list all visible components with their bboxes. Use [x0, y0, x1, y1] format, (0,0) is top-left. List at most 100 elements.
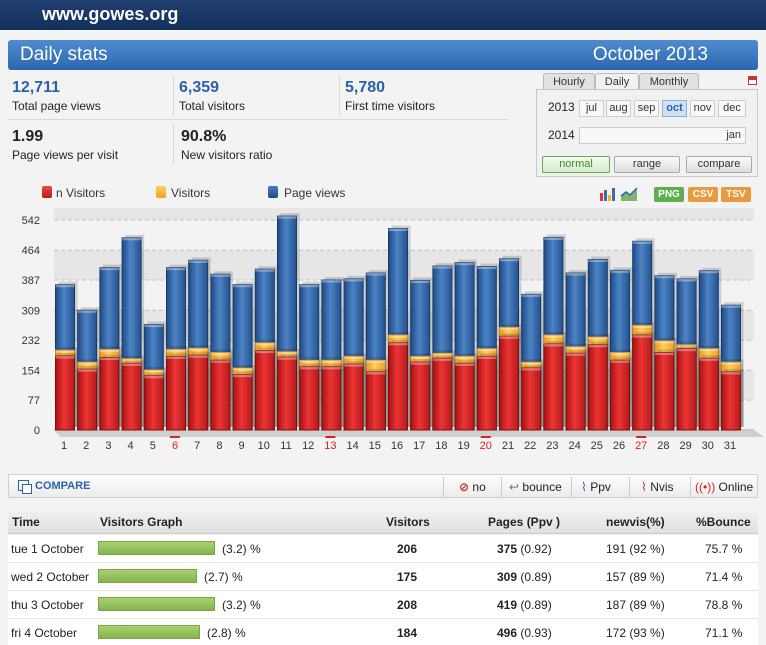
export-tsv-button[interactable]: TSV	[721, 187, 751, 202]
bar-page-views-top	[344, 278, 364, 282]
row-pages-value: 496	[497, 626, 518, 640]
mode-range-button[interactable]: range	[614, 156, 680, 173]
row-time[interactable]: wed 2 October	[11, 570, 90, 584]
x-axis-ticks: 1 2 3 4 5 6 7 8 9 10 11 12 13 14 15 16 17 18 19 20 21 22 23 24 2…	[61, 436, 736, 451]
legend-visitors[interactable]: Visitors	[171, 186, 211, 200]
column-visitors[interactable]: Visitors	[386, 515, 430, 529]
legend-new-visitors[interactable]: n Visitors	[56, 186, 106, 200]
column-time[interactable]: Time	[12, 515, 40, 529]
row-visitors: 175	[397, 570, 418, 584]
bar-new-visitors-top	[654, 352, 674, 356]
compare-link[interactable]: COMPARE	[35, 480, 91, 492]
x-tick-label: 30	[702, 440, 714, 451]
stat-value: 5,780	[345, 79, 386, 96]
table-row[interactable]: thu 3 October (3.2) % 208 419 (0.89) 187 (89…	[8, 591, 758, 619]
stat-total-visitors: 6,359 Total visitors	[179, 79, 245, 113]
row-time[interactable]: fri 4 October	[11, 626, 78, 640]
stat-total-page-views: 12,711 Total page views	[12, 79, 101, 113]
x-tick-label: 29	[679, 440, 691, 451]
table-row[interactable]: tue 1 October (3.2) % 206 375 (0.92) 191 (92…	[8, 535, 758, 563]
export-png-button[interactable]: PNG	[654, 187, 684, 202]
x-tick-label: 22	[524, 440, 536, 451]
row-bounce: 78.8 %	[705, 598, 743, 612]
stat-label: New visitors ratio	[181, 148, 273, 162]
calendar-icon[interactable]	[748, 76, 757, 85]
current-month: October 2013	[592, 44, 708, 65]
y-tick-label: 542	[22, 215, 40, 227]
bar-visitors-top	[255, 342, 275, 346]
site-title[interactable]: www.gowes.org	[42, 4, 179, 24]
legend-swatch-new-visitors	[42, 186, 52, 198]
row-time[interactable]: tue 1 October	[11, 542, 84, 556]
row-share: (2.8) %	[207, 626, 246, 640]
visitors-share-bar	[98, 541, 215, 555]
table-row[interactable]: fri 4 October (2.8) % 184 496 (0.93) 172 (93…	[8, 619, 758, 645]
stat-label: First time visitors	[345, 99, 435, 113]
bar-chart-icon[interactable]	[598, 186, 616, 202]
visitors-share-bar	[98, 569, 197, 583]
column-visitors-graph[interactable]: Visitors Graph	[100, 515, 183, 529]
month-jul[interactable]: jul	[579, 100, 604, 117]
option-label: Nvis	[650, 480, 674, 494]
month-dec[interactable]: dec	[718, 100, 746, 117]
bar-new-visitors	[499, 335, 519, 431]
tab-hourly[interactable]: Hourly	[543, 73, 595, 90]
bar-page-views-top	[99, 267, 119, 271]
bar-new-visitors-top	[366, 371, 386, 375]
bar-page-views-top	[632, 241, 652, 244]
row-pages: 309 (0.89)	[497, 570, 552, 584]
row-ppv: (0.92)	[520, 542, 552, 556]
x-tick-label: 20	[480, 440, 492, 451]
month-sep[interactable]: sep	[634, 100, 659, 117]
bounce-icon: ↩	[509, 480, 520, 494]
bar-page-views-top	[366, 273, 386, 276]
bar-new-visitors-top	[632, 335, 652, 338]
tab-monthly[interactable]: Monthly	[639, 73, 699, 90]
no-icon: ⊘	[459, 480, 470, 494]
compare-option-bounce[interactable]: ↩ bounce	[509, 480, 562, 494]
option-label: Online	[718, 480, 754, 494]
x-tick-label: 7	[194, 440, 200, 451]
stat-value: 12,711	[12, 79, 61, 96]
month-aug[interactable]: aug	[606, 100, 631, 117]
mode-compare-button[interactable]: compare	[686, 156, 752, 173]
month-jan[interactable]: jan	[579, 127, 746, 144]
row-time[interactable]: thu 3 October	[11, 598, 84, 612]
column-pages[interactable]: Pages (Ppv )	[488, 515, 561, 529]
bar-new-visitors-top	[410, 362, 430, 365]
column-newvis[interactable]: newvis(%)	[606, 515, 665, 529]
month-nov[interactable]: nov	[690, 100, 715, 117]
divider	[443, 477, 444, 497]
chart-floor	[54, 430, 764, 437]
compare-option-online[interactable]: ((•)) Online	[695, 480, 753, 494]
y-tick-label: 0	[34, 425, 40, 437]
compare-option-no[interactable]: ⊘ no	[459, 480, 486, 494]
bar-visitors-top	[366, 360, 386, 363]
row-pages: 419 (0.89)	[497, 598, 552, 612]
compare-option-ppv[interactable]: ⌇ Ppv	[581, 480, 611, 494]
legend-page-views[interactable]: Page views	[284, 186, 346, 200]
row-visitors: 206	[397, 542, 418, 556]
bar-new-visitors-top	[344, 364, 364, 367]
bar-visitors-top	[721, 362, 741, 365]
bar-new-visitors-top	[210, 360, 230, 363]
column-bounce[interactable]: %Bounce	[696, 515, 751, 529]
stat-new-visitors-ratio: 90.8% New visitors ratio	[181, 128, 272, 162]
table-row[interactable]: wed 2 October (2.7) % 175 309 (0.89) 157 (89…	[8, 563, 758, 591]
bar-new-visitors	[321, 366, 342, 431]
divider	[173, 76, 174, 116]
area-chart-icon[interactable]	[620, 186, 638, 202]
top-bar: www.gowes.org	[0, 0, 766, 30]
mode-normal-button[interactable]: normal	[542, 156, 610, 173]
online-signal-icon: ((•))	[695, 480, 716, 494]
month-oct[interactable]: oct	[662, 100, 687, 117]
bar-visitors-top	[99, 349, 119, 352]
divider	[501, 477, 502, 497]
tab-daily[interactable]: Daily	[595, 73, 639, 91]
bar-visitors-top	[144, 369, 164, 373]
row-pages: 496 (0.93)	[497, 626, 552, 640]
compare-option-nvis[interactable]: ⌇ Nvis	[641, 480, 674, 494]
bar-new-visitors	[365, 371, 386, 431]
export-csv-button[interactable]: CSV	[688, 187, 718, 202]
bar-visitors-top	[55, 350, 75, 353]
